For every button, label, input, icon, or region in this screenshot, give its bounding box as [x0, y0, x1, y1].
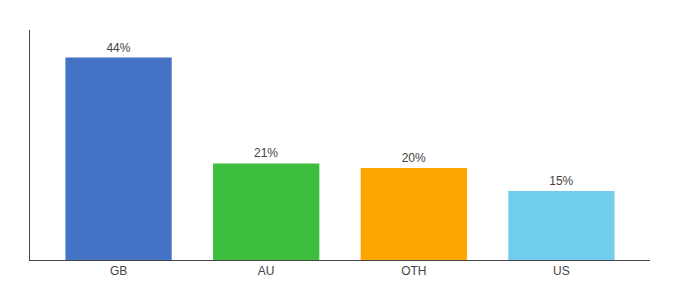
- svg-text:AU: AU: [258, 264, 275, 278]
- svg-text:OTH: OTH: [401, 264, 426, 278]
- svg-text:15%: 15%: [549, 174, 573, 188]
- svg-text:21%: 21%: [254, 146, 278, 160]
- svg-text:20%: 20%: [402, 151, 426, 165]
- svg-text:GB: GB: [110, 264, 127, 278]
- svg-text:44%: 44%: [106, 41, 130, 55]
- svg-text:US: US: [553, 264, 570, 278]
